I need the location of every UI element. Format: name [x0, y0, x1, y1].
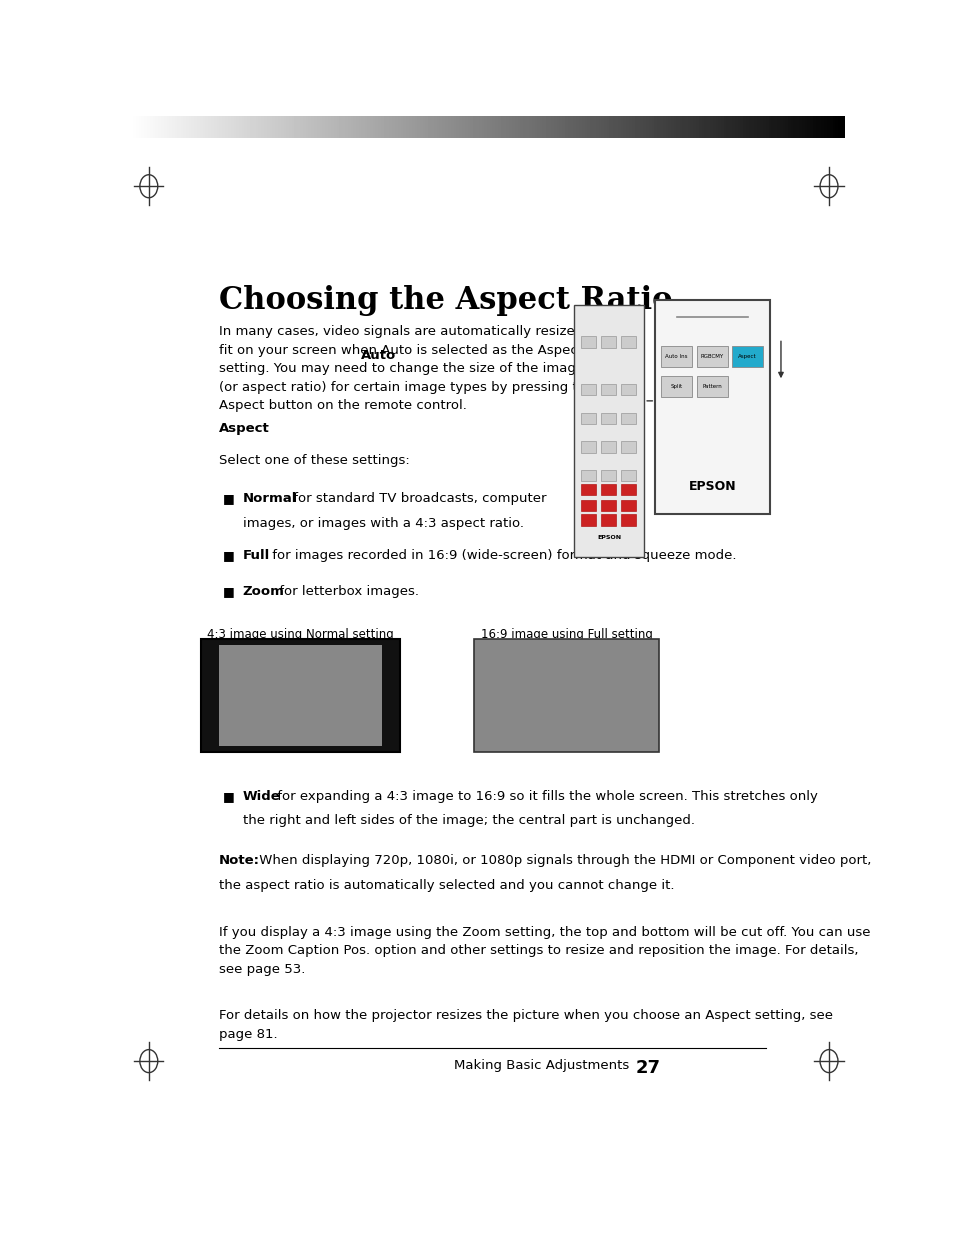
- Bar: [600, 441, 616, 452]
- Text: 16:9 image using Full setting: 16:9 image using Full setting: [480, 627, 652, 641]
- Text: For details on how the projector resizes the picture when you choose an Aspect s: For details on how the projector resizes…: [219, 1009, 832, 1041]
- Text: for standard TV broadcasts, computer: for standard TV broadcasts, computer: [289, 492, 546, 505]
- Text: When displaying 720p, 1080i, or 1080p signals through the HDMI or Component vide: When displaying 720p, 1080i, or 1080p si…: [255, 855, 871, 867]
- Text: images, or images with a 4:3 aspect ratio.: images, or images with a 4:3 aspect rati…: [242, 516, 523, 530]
- Bar: [600, 484, 616, 495]
- Text: ■: ■: [222, 789, 234, 803]
- Text: Aspect: Aspect: [738, 354, 757, 359]
- Text: In many cases, video signals are automatically resized to
fit on your screen whe: In many cases, video signals are automat…: [219, 325, 600, 412]
- Text: 4:3 image using Normal setting: 4:3 image using Normal setting: [207, 627, 394, 641]
- Text: Making Basic Adjustments: Making Basic Adjustments: [453, 1060, 633, 1072]
- Bar: [580, 412, 596, 424]
- Text: EPSON: EPSON: [597, 535, 620, 540]
- Bar: [620, 500, 636, 511]
- Text: Full: Full: [242, 550, 270, 562]
- Bar: [620, 441, 636, 452]
- Bar: [620, 412, 636, 424]
- Bar: [580, 469, 596, 482]
- Text: Wide: Wide: [242, 789, 280, 803]
- Bar: [620, 514, 636, 526]
- Text: ■: ■: [222, 585, 234, 598]
- Bar: [474, 640, 659, 752]
- Text: for expanding a 4:3 image to 16:9 so it fills the whole screen. This stretches o: for expanding a 4:3 image to 16:9 so it …: [273, 789, 817, 803]
- Text: for letterbox images.: for letterbox images.: [274, 585, 418, 598]
- Bar: [200, 640, 400, 752]
- Bar: [600, 412, 616, 424]
- Text: EPSON: EPSON: [688, 480, 736, 494]
- Bar: [580, 514, 596, 526]
- Bar: [620, 469, 636, 482]
- Bar: [580, 384, 596, 395]
- Text: the aspect ratio is automatically selected and you cannot change it.: the aspect ratio is automatically select…: [219, 879, 674, 892]
- Bar: [600, 384, 616, 395]
- Bar: [660, 346, 692, 367]
- Text: Zoom: Zoom: [242, 585, 284, 598]
- Text: 27: 27: [635, 1060, 659, 1077]
- Text: ■: ■: [222, 492, 234, 505]
- Text: Normal: Normal: [242, 492, 296, 505]
- Bar: [620, 484, 636, 495]
- Text: Auto: Auto: [360, 350, 395, 362]
- Text: for images recorded in 16:9 (wide-screen) format and squeeze mode.: for images recorded in 16:9 (wide-screen…: [268, 550, 736, 562]
- Bar: [580, 441, 596, 452]
- Bar: [219, 645, 381, 746]
- Bar: [600, 500, 616, 511]
- Bar: [600, 336, 616, 348]
- Bar: [655, 300, 769, 514]
- Bar: [696, 377, 727, 398]
- Text: Pattern: Pattern: [701, 384, 721, 389]
- Text: If you display a 4:3 image using the Zoom setting, the top and bottom will be cu: If you display a 4:3 image using the Zoo…: [219, 925, 870, 976]
- Bar: [600, 469, 616, 482]
- Text: Note:: Note:: [219, 855, 260, 867]
- Text: Auto Ins: Auto Ins: [665, 354, 687, 359]
- Bar: [600, 514, 616, 526]
- Bar: [731, 346, 762, 367]
- Text: Choosing the Aspect Ratio: Choosing the Aspect Ratio: [219, 285, 672, 316]
- Bar: [574, 305, 643, 557]
- Bar: [620, 336, 636, 348]
- Bar: [660, 377, 692, 398]
- Text: Aspect: Aspect: [219, 422, 270, 435]
- Text: ■: ■: [222, 550, 234, 562]
- Bar: [580, 484, 596, 495]
- Bar: [620, 384, 636, 395]
- Bar: [580, 500, 596, 511]
- Text: Select one of these settings:: Select one of these settings:: [219, 454, 410, 467]
- Bar: [696, 346, 727, 367]
- Bar: [580, 336, 596, 348]
- Text: the right and left sides of the image; the central part is unchanged.: the right and left sides of the image; t…: [242, 814, 694, 827]
- Text: Split: Split: [670, 384, 682, 389]
- Text: RGBCMY: RGBCMY: [700, 354, 723, 359]
